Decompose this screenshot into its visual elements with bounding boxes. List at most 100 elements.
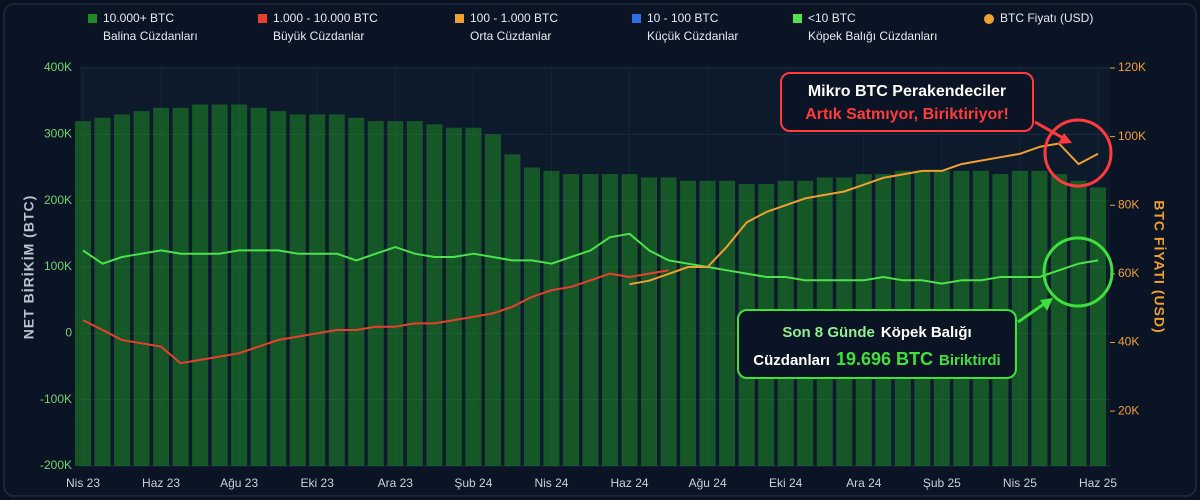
bar	[1070, 180, 1087, 466]
x-tick-label: Ağu 24	[689, 476, 727, 490]
x-tick-label: Şub 24	[454, 476, 492, 490]
x-tick-label: Eki 23	[301, 476, 335, 490]
bar	[680, 180, 697, 466]
bar	[543, 170, 560, 467]
bar	[484, 134, 501, 467]
legend-description: Küçük Cüzdanlar	[647, 29, 738, 43]
y-tick-label: -200K	[40, 458, 72, 472]
y-tick-label: 0	[65, 326, 72, 340]
y2-tick-label: 20K	[1118, 403, 1139, 417]
legend-label: <10 BTC	[808, 11, 856, 25]
bar	[445, 127, 462, 466]
x-tick-label: Nis 25	[1003, 476, 1037, 490]
arrow-head	[1040, 298, 1053, 311]
annotation: Son 8 Günde Köpek Balığı Cüzdanları 19.696 …	[737, 309, 1017, 379]
annotation-line: Son 8 Günde Köpek Balığı	[739, 319, 1015, 346]
annotation-text: Mikro BTC Perakendeciler	[807, 83, 1007, 100]
bar	[153, 107, 170, 467]
line	[82, 269, 669, 365]
highlight-circle	[1043, 118, 1113, 188]
bar	[1031, 170, 1048, 467]
bar	[504, 154, 521, 466]
legend-description: Orta Cüzdanlar	[470, 29, 551, 43]
line	[629, 142, 1099, 286]
y-tick-label: 200K	[44, 193, 72, 207]
bar	[367, 121, 384, 467]
bar	[602, 174, 619, 466]
bar	[719, 180, 736, 466]
bar	[406, 121, 423, 467]
x-tick-label: Şub 25	[923, 476, 961, 490]
x-tick-label: Nis 23	[66, 476, 100, 490]
y2-axis-title: BTC FİYATI (USD)	[1151, 200, 1167, 333]
annotation-text: Cüzdanları	[753, 352, 830, 369]
bar	[231, 104, 248, 466]
legend-label: 100 - 1.000 BTC	[470, 11, 558, 25]
legend-description: Köpek Balığı Cüzdanları	[808, 29, 937, 43]
y2-tick-label: 40K	[1118, 335, 1139, 349]
bar	[348, 117, 365, 466]
x-tick-label: Eki 24	[769, 476, 803, 490]
annotation-line: Cüzdanları 19.696 BTC Biriktirdi	[739, 346, 1015, 374]
line	[82, 232, 1099, 285]
bar	[75, 121, 91, 467]
bar	[250, 107, 267, 467]
highlight-circle	[1042, 236, 1114, 308]
legend-label: BTC Fiyatı (USD)	[1000, 11, 1093, 25]
annotation-text: Biriktirdi	[939, 352, 1001, 369]
legend-label: 10.000+ BTC	[103, 11, 174, 25]
bar	[172, 107, 189, 467]
legend-label: 1.000 - 10.000 BTC	[273, 11, 378, 25]
bar	[562, 174, 579, 466]
bar	[660, 177, 677, 466]
x-tick-label: Nis 24	[534, 476, 568, 490]
y-tick-label: 400K	[44, 60, 72, 74]
x-tick-label: Haz 25	[1079, 476, 1117, 490]
bar	[270, 111, 287, 466]
legend-marker	[793, 14, 802, 23]
bar	[699, 180, 716, 466]
arrow	[1017, 302, 1045, 324]
bar	[387, 121, 404, 467]
bar	[641, 177, 658, 466]
bar	[582, 174, 599, 466]
legend-marker	[632, 14, 641, 23]
y2-tick-label: 120K	[1118, 60, 1146, 74]
x-tick-label: Haz 23	[142, 476, 180, 490]
bar	[211, 104, 228, 466]
legend-marker	[258, 14, 267, 23]
legend-marker	[455, 14, 464, 23]
legend-description: Büyük Cüzdanlar	[273, 29, 364, 43]
y2-tick-label: 80K	[1118, 197, 1139, 211]
bar	[192, 104, 209, 466]
annotation: Mikro BTC Perakendeciler Artık Satmıyor, …	[780, 72, 1034, 132]
bar	[328, 114, 345, 466]
annotation-line: Mikro BTC Perakendeciler	[782, 80, 1032, 103]
bar	[94, 117, 111, 466]
bar	[1090, 187, 1106, 466]
y-axis-title: NET BİRİKİM (BTC)	[21, 195, 37, 340]
bar	[309, 114, 326, 466]
annotation-text: Artık Satmıyor, Biriktiriyor!	[805, 106, 1009, 123]
legend-marker	[88, 14, 97, 23]
arrow	[1034, 120, 1064, 140]
y2-tick-label: 100K	[1118, 129, 1146, 143]
annotation-text: Köpek Balığı	[880, 324, 972, 341]
bar	[114, 114, 131, 466]
y-tick-label: -100K	[40, 392, 72, 406]
bar	[523, 167, 540, 466]
bar	[133, 111, 150, 466]
y-tick-label: 100K	[44, 259, 72, 273]
x-tick-label: Ağu 23	[220, 476, 258, 490]
bar	[1050, 174, 1067, 466]
bar	[289, 114, 306, 466]
annotation-text: 19.696 BTC	[835, 349, 934, 369]
bar	[426, 124, 443, 466]
x-tick-label: Haz 24	[611, 476, 649, 490]
arrow-head	[1058, 133, 1072, 144]
legend-marker	[984, 14, 994, 24]
annotation-text: Son 8 Günde	[782, 324, 875, 341]
x-tick-label: Ara 24	[846, 476, 882, 490]
bar	[621, 174, 638, 466]
